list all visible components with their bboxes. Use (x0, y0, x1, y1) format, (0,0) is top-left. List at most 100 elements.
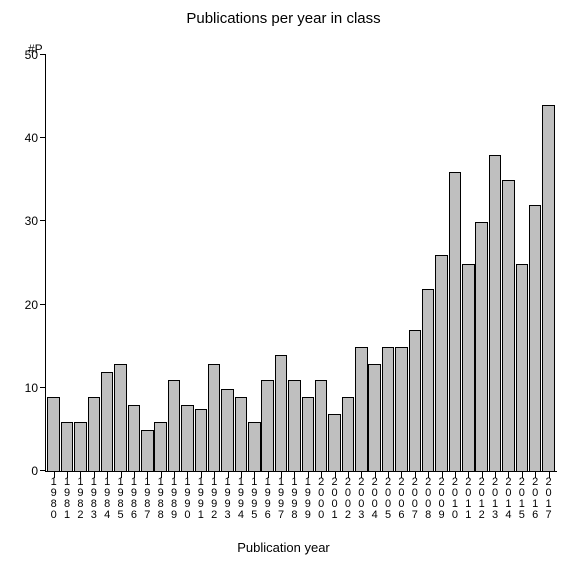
bar-slot (47, 55, 60, 472)
x-label-slot: 2010 (448, 477, 461, 532)
bar-slot (221, 55, 234, 472)
x-label-slot: 1989 (167, 477, 180, 532)
x-label-slot: 2002 (341, 477, 354, 532)
bar (195, 409, 208, 472)
bar-slot (141, 55, 154, 472)
y-tick-label: 40 (25, 131, 38, 145)
x-label: 1991 (197, 477, 205, 532)
x-label: 2001 (331, 477, 339, 532)
bar-slot (448, 55, 461, 472)
x-label: 1985 (117, 477, 125, 532)
x-label: 1999 (304, 477, 312, 532)
x-label: 1980 (50, 477, 58, 532)
x-label-slot: 2011 (462, 477, 475, 532)
x-label: 1988 (157, 477, 165, 532)
x-label: 1990 (183, 477, 191, 532)
bar-slot (529, 55, 542, 472)
y-tick-label: 50 (25, 48, 38, 62)
x-label-slot: 2000 (315, 477, 328, 532)
bar-slot (101, 55, 114, 472)
bar (114, 364, 127, 472)
x-label-slot: 1993 (221, 477, 234, 532)
bar-slot (381, 55, 394, 472)
bar-slot (248, 55, 261, 472)
bar (382, 347, 395, 472)
bar-slot (234, 55, 247, 472)
x-label: 1997 (277, 477, 285, 532)
bar (395, 347, 408, 472)
bar-slot (435, 55, 448, 472)
bar (208, 364, 221, 472)
x-label-slot: 1999 (301, 477, 314, 532)
bar-slot (422, 55, 435, 472)
x-label-slot: 1986 (127, 477, 140, 532)
bar-slot (208, 55, 221, 472)
bar (302, 397, 315, 472)
bar (47, 397, 60, 472)
bar (502, 180, 515, 472)
bar (328, 414, 341, 472)
x-label-slot: 1996 (261, 477, 274, 532)
x-label: 2000 (317, 477, 325, 532)
bar (248, 422, 261, 472)
chart-title: Publications per year in class (0, 0, 567, 40)
x-label-slot: 2006 (395, 477, 408, 532)
x-label-slot: 2015 (515, 477, 528, 532)
x-label: 2005 (384, 477, 392, 532)
x-label-slot: 1998 (288, 477, 301, 532)
bar (128, 405, 141, 472)
bar-slot (127, 55, 140, 472)
x-label: 2012 (478, 477, 486, 532)
x-label: 1998 (290, 477, 298, 532)
x-label: 2015 (518, 477, 526, 532)
bar-slot (194, 55, 207, 472)
x-label: 2016 (531, 477, 539, 532)
bar (61, 422, 74, 472)
x-label: 2002 (344, 477, 352, 532)
bar-slot (274, 55, 287, 472)
bar-slot (60, 55, 73, 472)
x-label-slot: 2017 (542, 477, 555, 532)
x-label-slot: 1995 (248, 477, 261, 532)
x-label-slot: 1982 (74, 477, 87, 532)
x-label-slot: 1997 (274, 477, 287, 532)
y-tick-label: 20 (25, 298, 38, 312)
x-label-slot: 1990 (181, 477, 194, 532)
x-label-slot: 2014 (502, 477, 515, 532)
bar (516, 264, 529, 473)
bar (261, 380, 274, 472)
x-label-slot: 2005 (381, 477, 394, 532)
bar (101, 372, 114, 472)
x-label-slot: 2007 (408, 477, 421, 532)
x-label-slot: 2009 (435, 477, 448, 532)
bar-slot (261, 55, 274, 472)
bar-slot (181, 55, 194, 472)
bar (368, 364, 381, 472)
bar-slot (328, 55, 341, 472)
y-tick-label: 0 (31, 464, 38, 478)
x-label-slot: 2012 (475, 477, 488, 532)
x-label-slot: 1985 (114, 477, 127, 532)
x-label: 2006 (397, 477, 405, 532)
x-label-slot: 1983 (87, 477, 100, 532)
y-tick-label: 30 (25, 214, 38, 228)
x-label: 1994 (237, 477, 245, 532)
bar-slot (315, 55, 328, 472)
x-label: 2008 (424, 477, 432, 532)
bar-slot (408, 55, 421, 472)
bar-slot (341, 55, 354, 472)
bar-slot (502, 55, 515, 472)
plot-area: 01020304050 (45, 55, 557, 472)
bar (409, 330, 422, 472)
bar-slot (368, 55, 381, 472)
bar-slot (288, 55, 301, 472)
x-label-slot: 2003 (355, 477, 368, 532)
x-label: 1995 (250, 477, 258, 532)
x-label: 1984 (103, 477, 111, 532)
bar-slot (87, 55, 100, 472)
x-label: 1989 (170, 477, 178, 532)
bar (489, 155, 502, 472)
x-label: 1993 (224, 477, 232, 532)
x-label-slot: 1984 (101, 477, 114, 532)
bar (154, 422, 167, 472)
